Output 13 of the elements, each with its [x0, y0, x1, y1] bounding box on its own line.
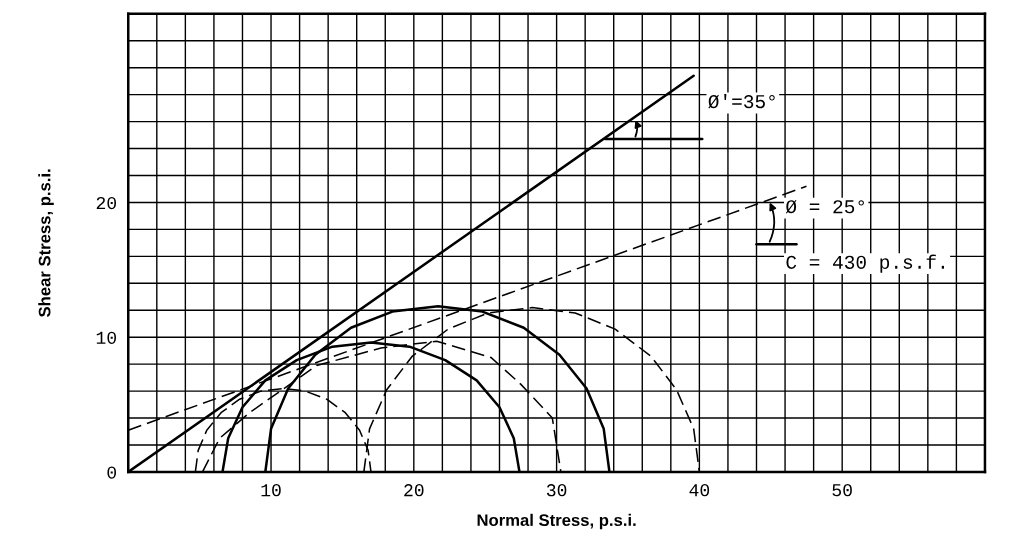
annotation: C = 430 p.s.f. — [786, 254, 944, 273]
y-tick-label: 10 — [96, 331, 117, 344]
y-tick-label: 0 — [107, 466, 117, 479]
x-axis-title: Normal Stress, p.s.i. — [477, 513, 636, 530]
x-tick-label: 10 — [261, 484, 281, 497]
x-tick-label: 50 — [832, 484, 852, 497]
x-tick-label: 30 — [546, 484, 567, 497]
x-tick-label: 40 — [689, 484, 710, 497]
y-tick-label: 20 — [96, 196, 117, 210]
x-tick-label: 20 — [404, 484, 424, 497]
y-axis-title: Shear Stress, p.s.i. — [38, 169, 54, 317]
annotation: Ø = 25° — [785, 199, 864, 214]
annotation: Ø'=35° — [708, 93, 775, 109]
